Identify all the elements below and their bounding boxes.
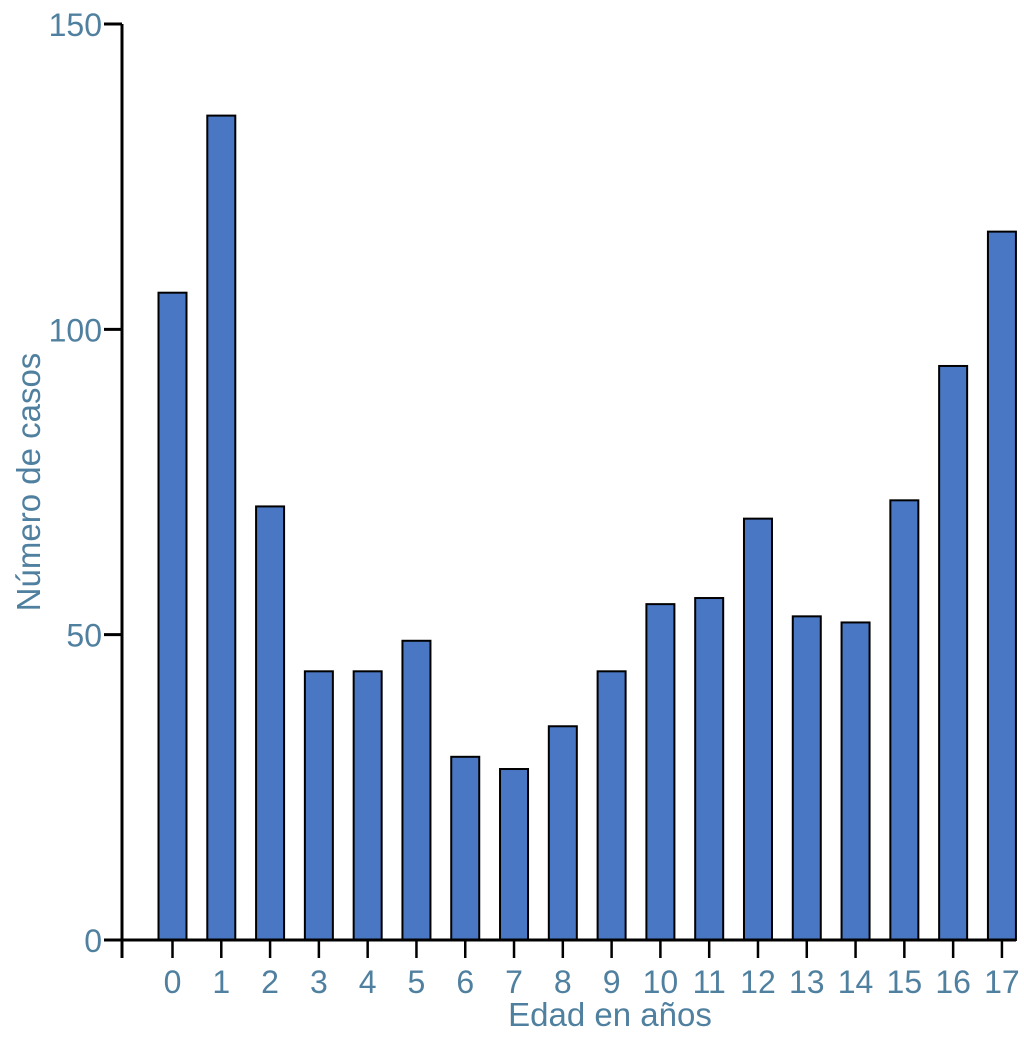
x-tick-label: 13	[789, 964, 825, 1000]
bar-age-14	[840, 621, 871, 941]
bar-age-3	[303, 670, 334, 941]
x-tick-label: 7	[505, 964, 523, 1000]
bar-age-17	[986, 230, 1017, 942]
x-tick-label: 11	[693, 964, 726, 1000]
bar-age-12	[742, 517, 773, 941]
x-tick-label: 14	[838, 964, 874, 1000]
bar-age-2	[255, 505, 286, 941]
y-tick-label: 50	[66, 618, 102, 654]
x-tick-label: 10	[643, 964, 679, 1000]
bar-age-13	[791, 615, 822, 941]
x-tick-label: 3	[310, 964, 328, 1000]
x-tick-label: 1	[212, 964, 230, 1000]
x-tick-label: 15	[887, 964, 923, 1000]
ticks-group	[104, 22, 1004, 958]
y-tick-label: 0	[84, 923, 102, 959]
y-tick-label: 150	[49, 7, 102, 43]
x-tick-label: 6	[456, 964, 474, 1000]
x-tick-label: 0	[164, 964, 182, 1000]
x-tick-label: 9	[603, 964, 621, 1000]
bar-age-0	[157, 291, 188, 941]
bar-age-1	[206, 114, 237, 942]
bar-age-5	[401, 639, 432, 941]
y-tick-label: 100	[49, 312, 102, 348]
x-tick-label: 17	[984, 964, 1020, 1000]
bar-age-6	[450, 755, 481, 941]
x-tick-label: 12	[740, 964, 776, 1000]
bar-age-10	[645, 603, 676, 942]
bars-group	[157, 114, 1017, 942]
bar-age-16	[938, 364, 969, 941]
bar-age-8	[547, 725, 578, 941]
bar-age-11	[694, 597, 725, 941]
bar-age-9	[596, 670, 627, 941]
x-tick-label: 5	[408, 964, 426, 1000]
bar-age-7	[499, 768, 530, 941]
x-axis-label: Edad en años	[508, 996, 712, 1033]
bar-age-4	[352, 670, 383, 941]
x-tick-label: 2	[261, 964, 279, 1000]
y-axis-label: Número de casos	[10, 353, 47, 612]
x-tick-label: 8	[554, 964, 572, 1000]
x-tick-label: 16	[935, 964, 971, 1000]
bar-age-15	[889, 499, 920, 941]
x-tick-label: 4	[359, 964, 377, 1000]
